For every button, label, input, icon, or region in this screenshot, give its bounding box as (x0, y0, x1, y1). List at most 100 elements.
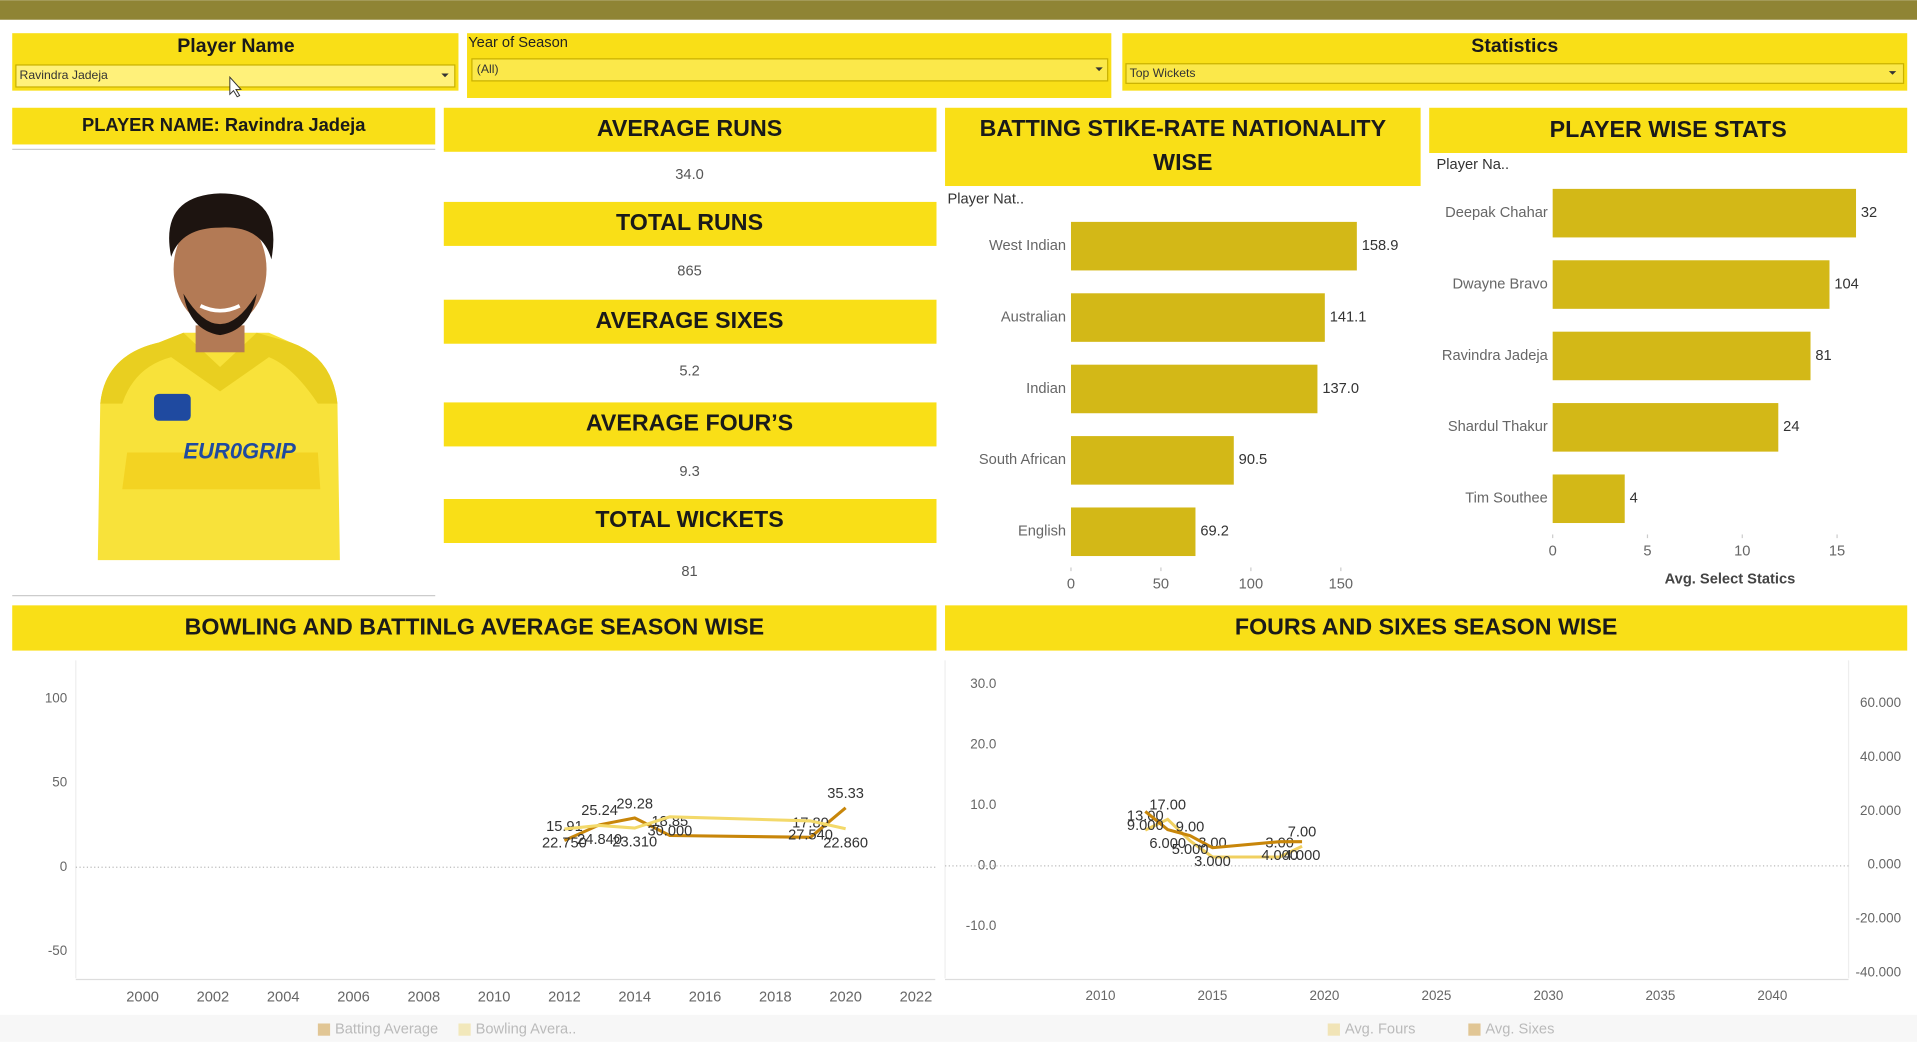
dropdown-value[interactable]: Ravindra Jadeja (20, 68, 109, 82)
x-tick-label: 10 (1734, 543, 1750, 559)
x-tick-label: 2004 (267, 990, 300, 1006)
x-tick-label: 2010 (1086, 988, 1116, 1003)
point-label: 25.24 (581, 803, 618, 819)
value-label: 158.9 (1362, 238, 1399, 254)
bar (1070, 293, 1325, 342)
point-label: 29.28 (616, 796, 653, 812)
series-line (564, 815, 846, 831)
point-label: 4.000 (1284, 848, 1321, 864)
category-axis-title: Player Na.. (1437, 157, 1510, 173)
bar (1552, 331, 1811, 381)
y2-tick-label: -20.000 (1856, 911, 1902, 926)
kpi-title: AVERAGE FOUR’S (586, 410, 793, 436)
y-tick-label: 0.0 (978, 857, 997, 872)
x-tick-label: 2010 (478, 990, 511, 1006)
dropdown-value[interactable]: (All) (477, 62, 499, 76)
value-label: 24 (1783, 419, 1799, 435)
filter-label: Year of Season (468, 35, 568, 51)
player-header (12, 107, 436, 145)
dropdown-arrow[interactable] (441, 73, 449, 78)
point-label: 4.000 (1261, 848, 1298, 864)
category-label: Tim Southee (1465, 491, 1548, 507)
point-label: 24.840 (577, 832, 622, 848)
x-tick-label: 0 (1549, 543, 1557, 559)
x-tick-label: 2008 (408, 990, 441, 1006)
point-label: 22.750 (542, 836, 587, 852)
y2-tick-label: 40.000 (1860, 749, 1901, 764)
x-axis-title: Avg. Select Statics (1665, 572, 1796, 588)
dropdown-arrow[interactable] (1888, 71, 1897, 75)
kpi-value: 34.0 (675, 167, 704, 183)
dropdown-value[interactable]: Top Wickets (1130, 66, 1196, 80)
point-label: 3.00 (1265, 835, 1294, 851)
chart-header (12, 605, 937, 651)
filter-label: Player Name (177, 35, 294, 57)
jersey-text: EUR0GRIP (183, 438, 296, 463)
y-tick-label: -10.0 (966, 918, 997, 933)
dropdown[interactable] (1125, 63, 1905, 84)
point-label: 23.310 (612, 835, 657, 851)
kpi-header (443, 299, 937, 344)
x-tick-label: 2015 (1198, 988, 1228, 1003)
dropdown[interactable] (471, 58, 1109, 82)
point-label: 9.000 (1127, 818, 1164, 834)
dropdown-arrow[interactable] (1095, 67, 1103, 72)
x-tick-label: 2018 (759, 990, 792, 1006)
category-label: Australian (1001, 309, 1066, 325)
kpi-title: AVERAGE RUNS (597, 115, 782, 141)
bar (1070, 221, 1357, 271)
bottom-bar (0, 1014, 1917, 1042)
y-tick-label: 30.0 (970, 676, 996, 691)
y-tick-label: 100 (45, 691, 67, 706)
x-tick-label: 2014 (618, 990, 651, 1006)
top-bar (0, 0, 1917, 20)
chart-header (945, 107, 1421, 187)
chart-title-box: BATTING STIKE-RATE NATIONALITY WISE (980, 116, 1386, 176)
chart-header (945, 605, 1908, 651)
point-label: 15.91 (546, 819, 583, 835)
x-tick-label: 2025 (1421, 988, 1451, 1003)
y2-tick-label: 20.000 (1860, 803, 1901, 818)
x-tick-label: 2002 (197, 990, 230, 1006)
kpi-title: AVERAGE SIXES (596, 307, 784, 333)
kpi-title: TOTAL RUNS (616, 209, 763, 235)
x-tick-label: 2006 (337, 990, 370, 1006)
kpi-header (443, 201, 937, 246)
value-label: 69.2 (1200, 524, 1229, 540)
value-label: 104 (1834, 276, 1858, 292)
kpi-value: 81 (681, 564, 697, 580)
category-axis-title: Player Nat.. (947, 191, 1024, 207)
x-tick-label: 2012 (548, 990, 581, 1006)
x-tick-label: 2016 (689, 990, 722, 1006)
chart-header (1429, 107, 1908, 154)
point-label: 30.000 (647, 823, 692, 839)
y-tick-label: 0 (60, 859, 67, 874)
x-tick-label: 15 (1829, 543, 1845, 559)
kpi-value: 865 (677, 263, 701, 279)
y-tick-label: 50 (52, 775, 67, 790)
y-tick-label: 10.0 (970, 797, 996, 812)
y2-tick-label: 0.000 (1867, 857, 1901, 872)
bar (1070, 507, 1196, 557)
x-tick-label: 150 (1329, 576, 1353, 592)
y-tick-label: 20.0 (970, 737, 996, 752)
x-tick-label: 2020 (829, 990, 862, 1006)
x-tick-label: 2035 (1645, 988, 1675, 1003)
category-label: Deepak Chahar (1445, 205, 1548, 221)
bar (1552, 260, 1830, 309)
y2-tick-label: -40.000 (1856, 964, 1902, 979)
x-tick-label: 2040 (1757, 988, 1787, 1003)
value-label: 90.5 (1239, 452, 1268, 468)
x-tick-label: 50 (1153, 576, 1169, 592)
y-tick-label: -50 (48, 943, 67, 958)
category-label: Indian (1026, 381, 1066, 397)
value-label: 137.0 (1322, 381, 1359, 397)
category-label: Shardul Thakur (1448, 419, 1548, 435)
x-tick-label: 5 (1643, 543, 1651, 559)
y2-tick-label: 60.000 (1860, 695, 1901, 710)
category-label: Dwayne Bravo (1452, 276, 1547, 292)
point-label: 6.000 (1149, 836, 1186, 852)
point-label: 7.00 (1288, 825, 1317, 841)
